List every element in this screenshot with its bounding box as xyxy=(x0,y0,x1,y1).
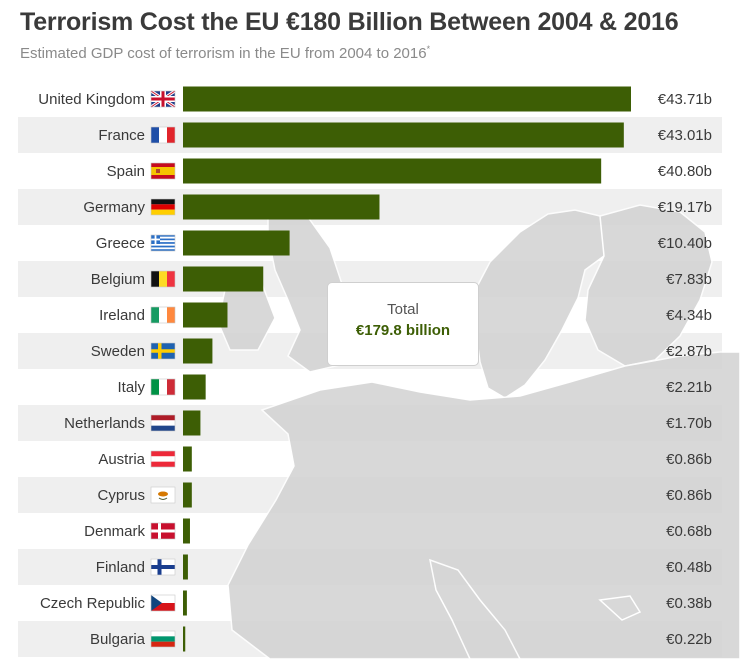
bars xyxy=(183,86,631,652)
bar xyxy=(183,590,187,616)
bar xyxy=(183,266,264,292)
category-label: Czech Republic xyxy=(40,595,146,612)
category-labels: United Kingdom France Spain Germany Greece Be… xyxy=(38,91,145,648)
sweden-flag-icon xyxy=(150,342,176,360)
value-label: €0.68b xyxy=(666,523,712,540)
bar xyxy=(183,518,190,544)
subtitle-footnote-mark: * xyxy=(426,44,431,54)
total-annotation: Total €179.8 billion xyxy=(327,282,479,366)
map-mainland xyxy=(227,351,740,659)
total-value: €179.8 billion xyxy=(355,322,451,339)
category-label: Sweden xyxy=(91,343,145,360)
bar xyxy=(183,302,228,328)
category-label: Cyprus xyxy=(97,487,145,504)
map-scandinavia xyxy=(469,209,613,399)
bar xyxy=(183,338,213,364)
value-label: €2.21b xyxy=(666,379,712,396)
cyprus-flag-icon xyxy=(150,486,176,504)
value-label: €2.87b xyxy=(666,343,712,360)
value-label: €0.38b xyxy=(666,595,712,612)
bar xyxy=(183,410,201,436)
category-label: Spain xyxy=(107,163,145,180)
category-label: Ireland xyxy=(99,307,145,324)
bar xyxy=(183,482,192,508)
subtitle-text: Estimated GDP cost of terrorism in the E… xyxy=(20,45,427,62)
value-label: €43.71b xyxy=(658,91,712,108)
belgium-flag-icon xyxy=(150,270,176,288)
france-flag-icon xyxy=(150,126,176,144)
europe-map xyxy=(217,195,740,659)
value-label: €0.86b xyxy=(666,451,712,468)
category-label: Austria xyxy=(98,451,145,468)
category-label: Netherlands xyxy=(64,415,145,432)
category-label: Greece xyxy=(96,235,145,252)
category-label: Italy xyxy=(117,379,145,396)
italy-flag-icon xyxy=(150,378,176,396)
value-label: €0.86b xyxy=(666,487,712,504)
category-label: Germany xyxy=(83,199,145,216)
value-label: €0.22b xyxy=(666,631,712,648)
germany-flag-icon xyxy=(150,198,176,216)
netherlands-flag-icon xyxy=(150,414,176,432)
map-greek-islands xyxy=(598,595,642,621)
austria-flag-icon xyxy=(150,450,176,468)
category-label: Bulgaria xyxy=(90,631,146,648)
uk-flag-icon xyxy=(150,89,176,109)
finland-flag-icon xyxy=(150,558,176,576)
denmark-flag-icon xyxy=(150,522,176,540)
bar xyxy=(183,446,192,472)
bar xyxy=(183,86,631,112)
category-label: Finland xyxy=(96,559,145,576)
value-labels: €43.71b €43.01b €40.80b €19.17b €10.40b €7.83… xyxy=(658,91,712,648)
bar xyxy=(183,626,186,652)
category-label: United Kingdom xyxy=(38,91,145,108)
map-italy xyxy=(429,558,521,659)
chart-title: Terrorism Cost the EU €180 Billion Betwe… xyxy=(20,8,679,36)
bar xyxy=(183,374,206,400)
spain-flag-icon xyxy=(150,162,176,180)
value-label: €4.34b xyxy=(666,307,712,324)
bar xyxy=(183,158,602,184)
greece-flag-icon xyxy=(150,234,176,252)
bulgaria-flag-icon xyxy=(150,630,176,648)
value-label: €19.17b xyxy=(658,199,712,216)
bar xyxy=(183,194,380,220)
category-label: Denmark xyxy=(84,523,145,540)
bar xyxy=(183,230,290,256)
map-finland-region xyxy=(584,204,713,367)
chart-subtitle: Estimated GDP cost of terrorism in the E… xyxy=(20,44,430,62)
value-label: €1.70b xyxy=(666,415,712,432)
value-label: €10.40b xyxy=(658,235,712,252)
ireland-flag-icon xyxy=(150,306,176,324)
total-label: Total xyxy=(387,301,419,318)
bar xyxy=(183,122,624,148)
value-label: €40.80b xyxy=(658,163,712,180)
value-label: €0.48b xyxy=(666,559,712,576)
value-label: €43.01b xyxy=(658,127,712,144)
category-label: France xyxy=(98,127,145,144)
value-label: €7.83b xyxy=(666,271,712,288)
bar xyxy=(183,554,188,580)
czech-republic-flag-icon xyxy=(150,594,176,612)
category-label: Belgium xyxy=(91,271,145,288)
flags xyxy=(150,89,176,648)
